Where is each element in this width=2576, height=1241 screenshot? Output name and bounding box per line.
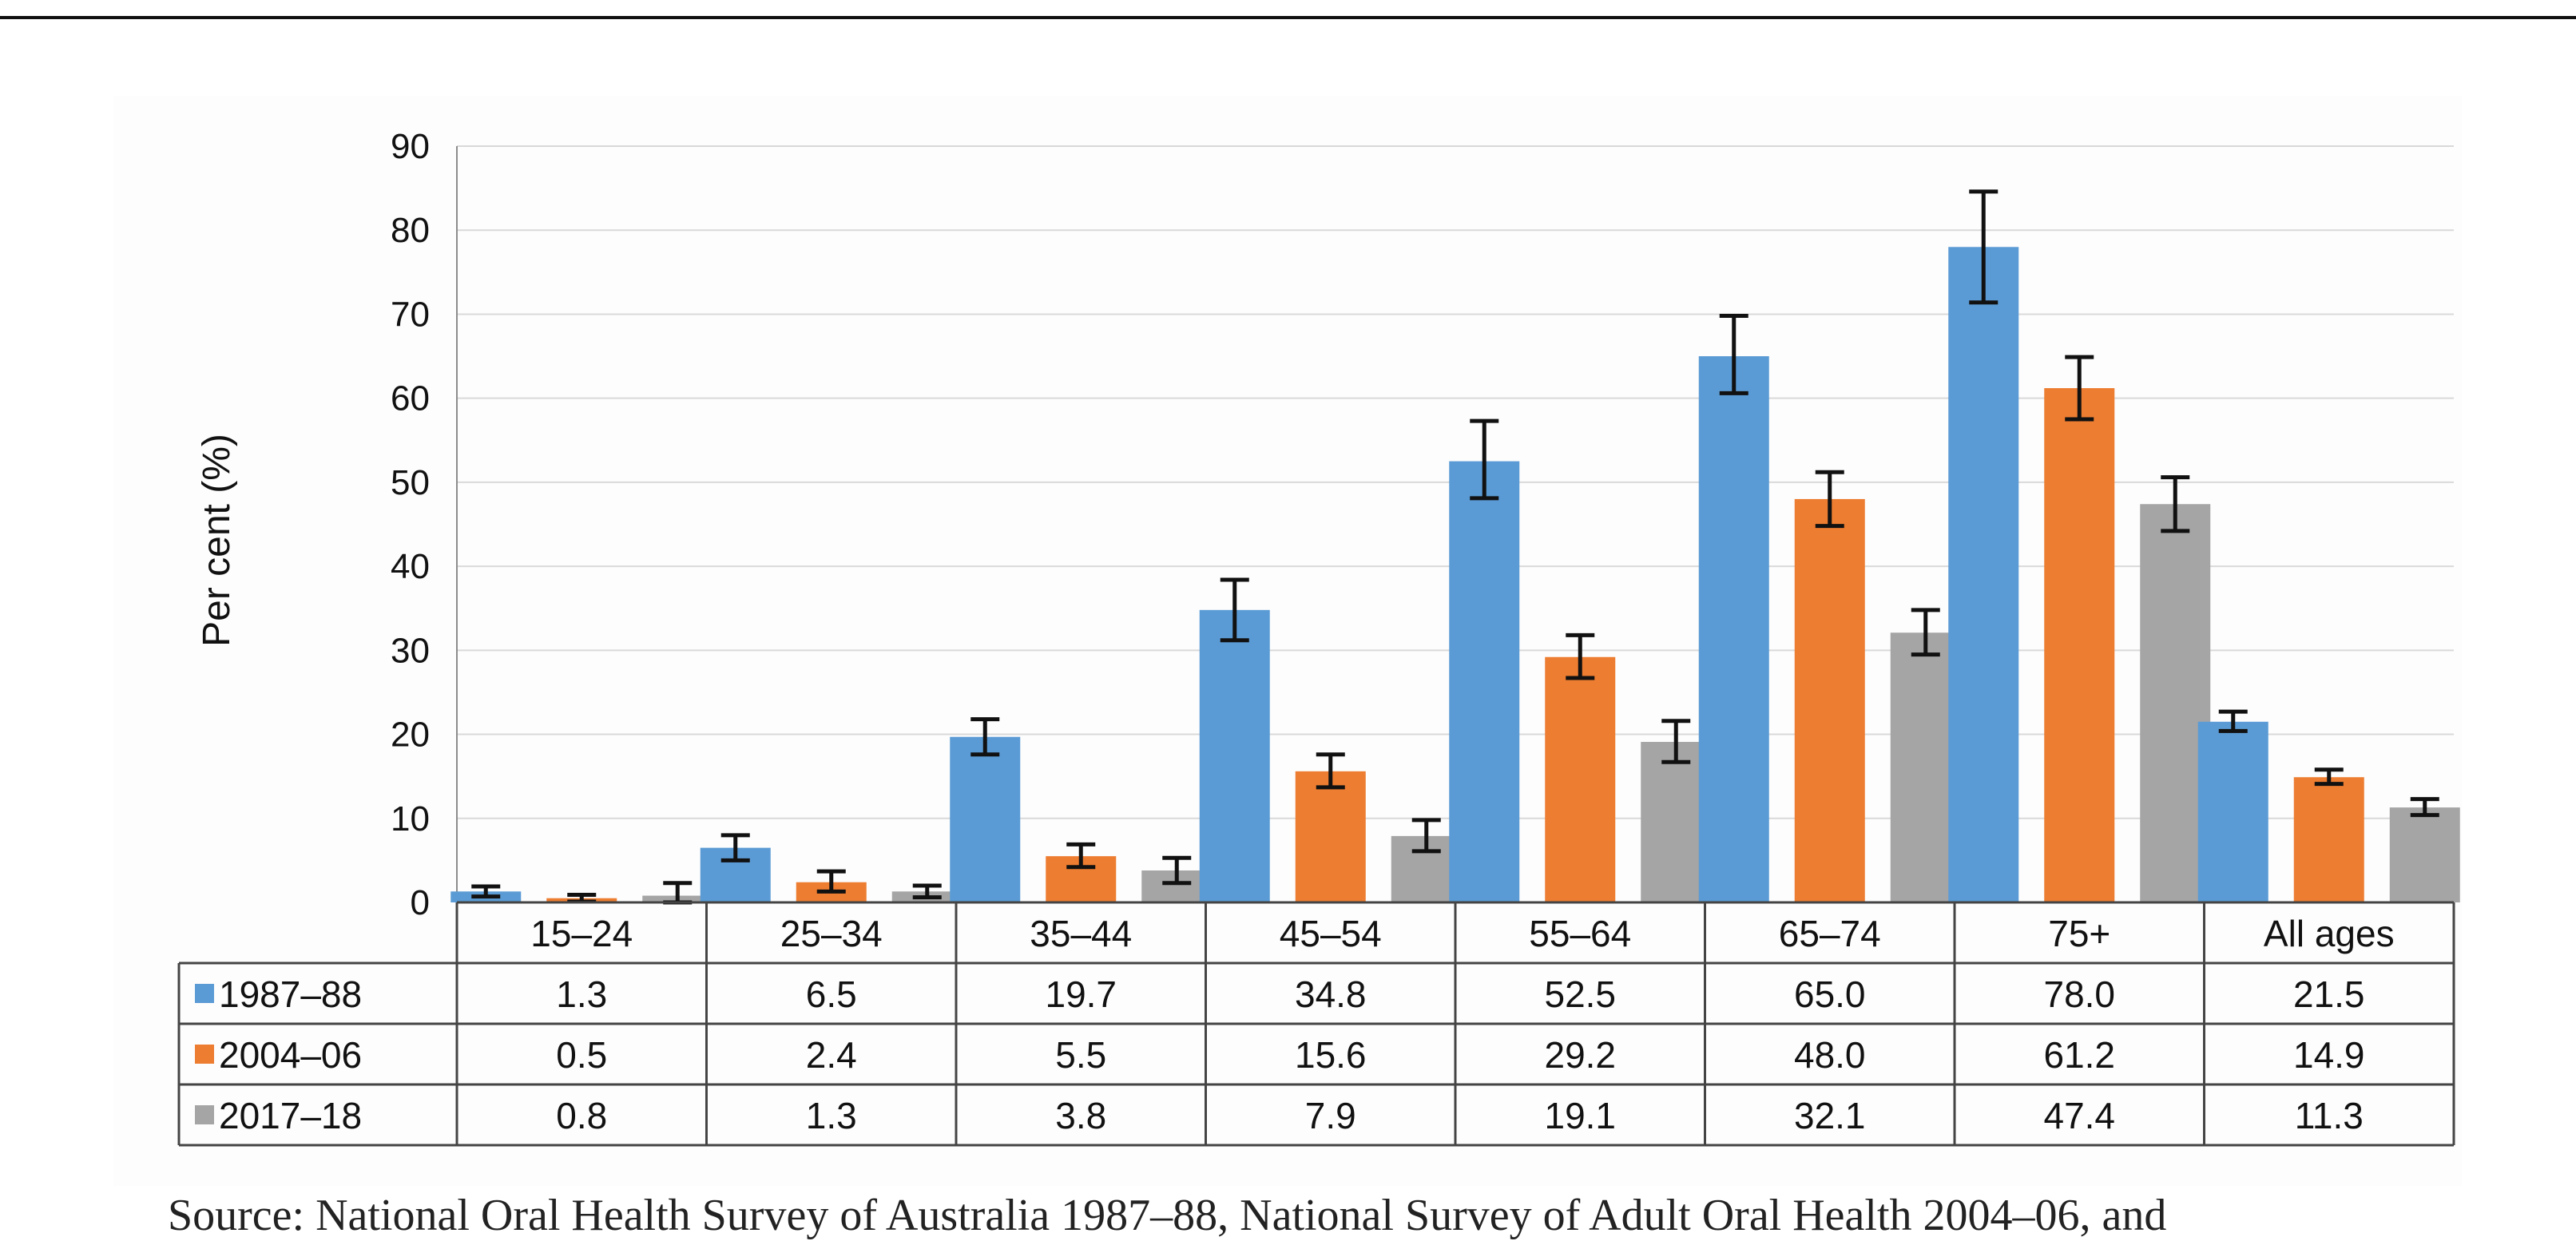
data-label: 65.0 <box>1794 973 1866 1015</box>
legend-label: 2004–06 <box>219 1034 362 1076</box>
y-tick-label: 30 <box>391 631 430 670</box>
data-label: 7.9 <box>1305 1095 1356 1136</box>
chart-panel: 0 10 20 30 40 50 60 70 80 90 Per cent (%) 15–24 25–3… <box>113 96 2462 1186</box>
source-note: Source: National Oral Health Survey of A… <box>168 1191 2167 1240</box>
error-bar <box>816 869 846 894</box>
bar <box>1199 609 1270 902</box>
data-label: 2.4 <box>806 1034 857 1076</box>
top-border-rule <box>0 16 2576 19</box>
bar <box>1545 656 1616 902</box>
error-bar <box>2218 709 2248 733</box>
legend-swatch <box>195 1045 214 1064</box>
y-tick-label: 80 <box>391 211 430 250</box>
y-tick-labels: 0 10 20 30 40 50 60 70 80 90 <box>391 127 430 922</box>
x-category-label: 15–24 <box>530 913 633 954</box>
data-label: 0.8 <box>556 1095 607 1136</box>
y-tick-label: 10 <box>391 799 430 839</box>
error-bar <box>1066 842 1096 870</box>
error-bar <box>2314 767 2344 787</box>
x-category-label: All ages <box>2264 913 2395 954</box>
x-category-label: 75+ <box>2048 913 2110 954</box>
legend-label: 2017–18 <box>219 1095 362 1136</box>
error-bar <box>970 717 1000 757</box>
error-bar <box>1969 189 1998 305</box>
data-label: 52.5 <box>1544 973 1616 1015</box>
bar <box>2197 721 2268 902</box>
error-bar <box>1162 855 1192 886</box>
x-category-label: 35–44 <box>1030 913 1132 954</box>
legend-label: 1987–88 <box>219 973 362 1015</box>
data-label: 15.6 <box>1295 1034 1367 1076</box>
data-label: 14.9 <box>2293 1034 2365 1076</box>
error-bar <box>1220 577 1249 643</box>
table-row: 1987–88 1.3 6.5 19.7 34.8 52.5 65.0 78.0 21.5 <box>195 973 2365 1015</box>
error-bar <box>720 833 750 862</box>
y-tick-label: 0 <box>411 883 430 922</box>
y-tick-label: 20 <box>391 716 430 755</box>
bar <box>2389 807 2460 902</box>
data-label: 19.7 <box>1045 973 1117 1015</box>
bar <box>1295 771 1366 902</box>
y-tick-label: 50 <box>391 463 430 502</box>
data-label: 0.5 <box>556 1034 607 1076</box>
data-label: 48.0 <box>1794 1034 1866 1076</box>
x-category-label: 45–54 <box>1280 913 1382 954</box>
data-label: 47.4 <box>2043 1095 2115 1136</box>
bar-chart: 0 10 20 30 40 50 60 70 80 90 Per cent (%) 15–24 25–3… <box>177 127 2460 1147</box>
x-category-label: 25–34 <box>780 913 883 954</box>
y-tick-label: 70 <box>391 295 430 334</box>
y-axis-title: Per cent (%) <box>196 434 238 647</box>
legend-swatch <box>195 984 214 1003</box>
data-label: 61.2 <box>2043 1034 2115 1076</box>
error-bar <box>2065 355 2094 422</box>
error-bar <box>1566 632 1595 680</box>
error-bar <box>912 883 942 900</box>
data-label: 5.5 <box>1055 1034 1106 1076</box>
error-bar <box>1815 470 1844 529</box>
data-label: 34.8 <box>1295 973 1367 1015</box>
data-label: 78.0 <box>2043 973 2115 1015</box>
data-label: 29.2 <box>1544 1034 1616 1076</box>
y-tick-label: 40 <box>391 547 430 586</box>
error-bar <box>1316 752 1345 790</box>
bar <box>2293 777 2364 902</box>
bar <box>2044 388 2115 902</box>
error-bar <box>1911 608 1940 657</box>
bar <box>1794 498 1865 902</box>
table-row: 2004–06 0.5 2.4 5.5 15.6 29.2 48.0 61.2 14.9 <box>195 1034 2365 1076</box>
error-bar <box>1470 418 1499 501</box>
error-bar <box>1719 314 1748 395</box>
table-row: 2017–18 0.8 1.3 3.8 7.9 19.1 32.1 47.4 11.3 <box>195 1095 2364 1136</box>
error-bar <box>1411 818 1441 854</box>
x-category-label: 55–64 <box>1529 913 1631 954</box>
data-label: 1.3 <box>556 973 607 1015</box>
y-tick-label: 60 <box>391 379 430 418</box>
bar <box>950 736 1021 902</box>
bar <box>1449 461 1520 902</box>
data-label: 21.5 <box>2293 973 2365 1015</box>
data-table: 15–24 25–34 35–44 45–54 55–64 65–74 75+ All age… <box>177 901 2455 1147</box>
x-category-label: 65–74 <box>1779 913 1881 954</box>
data-label: 3.8 <box>1055 1095 1106 1136</box>
y-tick-label: 90 <box>391 127 430 166</box>
bar <box>1698 356 1769 902</box>
bar <box>1948 247 2019 902</box>
error-bar <box>2161 475 2190 533</box>
bars <box>451 247 2460 902</box>
error-bar <box>2410 797 2439 818</box>
data-label: 19.1 <box>1544 1095 1616 1136</box>
error-bar <box>1661 719 1691 764</box>
data-label: 32.1 <box>1794 1095 1866 1136</box>
legend-swatch <box>195 1105 214 1124</box>
data-label: 6.5 <box>806 973 857 1015</box>
error-bar <box>471 884 501 899</box>
data-label: 11.3 <box>2295 1095 2364 1136</box>
data-label: 1.3 <box>806 1095 857 1136</box>
